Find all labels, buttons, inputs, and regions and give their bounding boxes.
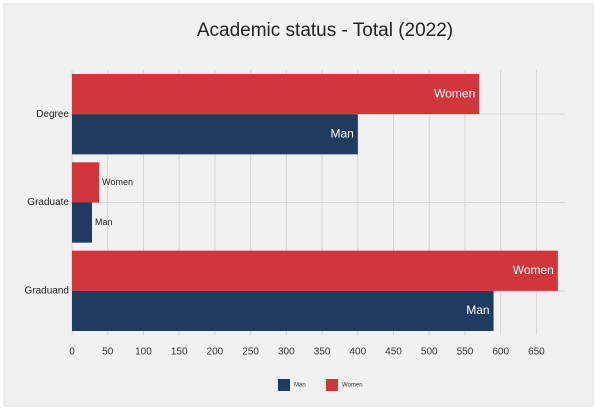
x-tick-label: 200 xyxy=(207,347,224,358)
y-tick-label: Degree xyxy=(36,109,69,120)
bar-label: Man xyxy=(330,126,353,140)
x-tick-label: 400 xyxy=(349,347,366,358)
bar xyxy=(72,290,494,331)
bar-label: Women xyxy=(434,86,475,100)
chart-title: Academic status - Total (2022) xyxy=(197,20,453,41)
x-tick-label: 0 xyxy=(69,347,75,358)
x-tick-label: 600 xyxy=(492,347,509,358)
bar-label: Man xyxy=(466,303,489,317)
y-tick-label: Graduate xyxy=(27,197,69,208)
bar-label: Women xyxy=(102,177,133,187)
x-tick-label: 250 xyxy=(242,347,259,358)
x-tick-label: 150 xyxy=(171,347,188,358)
bar-label: Women xyxy=(513,263,554,277)
bar xyxy=(72,114,358,155)
x-tick-label: 650 xyxy=(528,347,545,358)
bar xyxy=(72,250,558,291)
bar xyxy=(72,162,100,203)
x-tick-label: 300 xyxy=(278,347,295,358)
legend-label: Women xyxy=(342,383,363,389)
legend-swatch xyxy=(278,379,290,391)
y-tick-label: Graduand xyxy=(25,285,69,296)
x-tick-label: 100 xyxy=(135,347,152,358)
bar xyxy=(72,202,93,243)
x-tick-label: 500 xyxy=(421,347,438,358)
x-tick-label: 550 xyxy=(457,347,474,358)
x-tick-label: 350 xyxy=(314,347,331,358)
bar-label: Man xyxy=(95,217,113,227)
chart-background xyxy=(3,3,594,407)
x-tick-label: 50 xyxy=(102,347,114,358)
legend-swatch xyxy=(326,379,338,391)
x-tick-label: 450 xyxy=(385,347,402,358)
legend-label: Man xyxy=(294,383,306,389)
bar xyxy=(72,74,480,115)
